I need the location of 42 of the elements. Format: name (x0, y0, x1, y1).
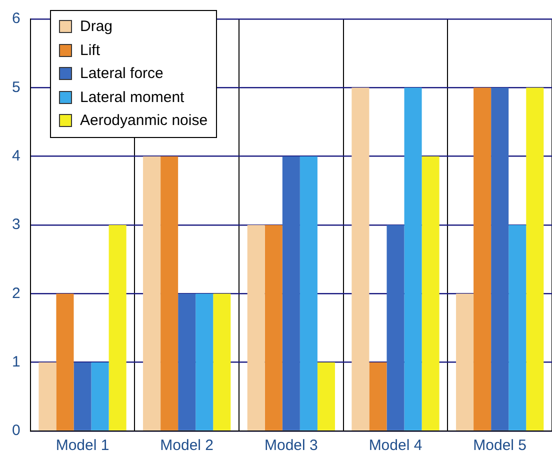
bar (143, 156, 161, 430)
bar (160, 156, 178, 430)
x-tick-label: Model 5 (473, 437, 527, 454)
legend-label: Drag (80, 17, 113, 37)
y-tick-label: 0 (12, 422, 20, 440)
bar (369, 362, 387, 430)
bar (422, 156, 440, 430)
bar (178, 294, 196, 430)
bar (386, 225, 404, 430)
bar (91, 362, 109, 430)
y-tick-label: 6 (12, 10, 20, 28)
bar (317, 362, 335, 430)
bar (508, 225, 526, 430)
x-tick-label: Model 1 (56, 437, 110, 454)
bar (282, 156, 300, 430)
bar (456, 294, 474, 430)
bar (352, 88, 370, 430)
bar (74, 362, 92, 430)
y-tick-label: 5 (12, 78, 20, 96)
legend-label: Aerodyanmic noise (80, 111, 208, 131)
x-tick-label: Model 4 (368, 437, 422, 454)
bar (56, 294, 74, 430)
bar (196, 294, 214, 430)
y-tick-label: 2 (12, 284, 20, 302)
y-tick-label: 3 (12, 216, 20, 234)
bar (491, 88, 509, 430)
y-tick-label: 4 (12, 147, 20, 164)
bar (264, 225, 282, 430)
legend-label: Lift (80, 40, 100, 60)
bar (108, 225, 126, 430)
legend-label: Lateral force (80, 64, 164, 84)
bar (474, 88, 492, 430)
bar (404, 88, 422, 430)
bar (213, 294, 231, 430)
bar (300, 156, 318, 430)
x-tick-label: Model 3 (264, 437, 318, 454)
y-tick-label: 1 (12, 353, 20, 370)
x-tick-label: Model 2 (160, 437, 214, 454)
legend-label: Lateral moment (80, 88, 184, 108)
bar (526, 88, 544, 430)
bar (247, 225, 265, 430)
bar (38, 362, 56, 430)
